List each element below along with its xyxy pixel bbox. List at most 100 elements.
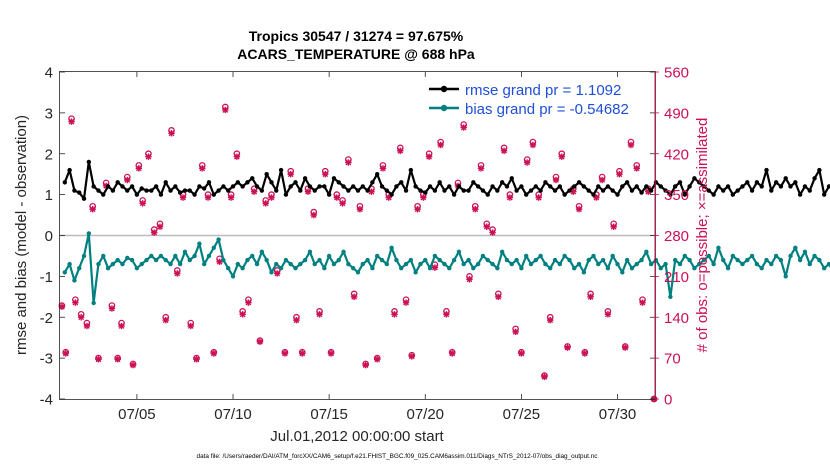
- rmse-point: [302, 176, 308, 181]
- obs-assimilated-stroke: [151, 229, 158, 236]
- rmse-point: [375, 171, 380, 177]
- bias-point: [173, 253, 178, 259]
- rmse-point: [423, 190, 428, 195]
- obs-assimilated-marker: [222, 106, 229, 114]
- bias-point: [408, 257, 414, 263]
- obs-assimilated-marker: [245, 299, 252, 306]
- bias-point: [812, 253, 817, 259]
- bias-point: [663, 261, 668, 267]
- rmse-point: [125, 188, 130, 193]
- bias-point: [423, 257, 428, 263]
- rmse-point: [562, 192, 567, 197]
- bias-point: [692, 266, 697, 271]
- rmse-point: [596, 184, 601, 189]
- obs-assimilated-marker: [472, 206, 479, 213]
- y-tick-label-right: 0: [664, 392, 672, 409]
- x-tick-label: 07/05: [118, 406, 156, 423]
- rmse-point: [77, 190, 82, 195]
- rmse-point: [639, 190, 644, 195]
- rmse-point: [552, 188, 558, 193]
- rmse-point: [466, 188, 471, 193]
- bias-point: [221, 257, 226, 263]
- rmse-point: [120, 184, 125, 189]
- legend-box: [424, 78, 650, 118]
- obs-assimilated-marker: [310, 211, 317, 219]
- rmse-point: [716, 184, 721, 189]
- y-tick-label-left: 3: [45, 105, 53, 122]
- rmse-point: [730, 192, 736, 197]
- y-tick-label-left: -3: [40, 351, 53, 368]
- bias-point: [543, 261, 548, 267]
- rmse-point: [245, 180, 250, 185]
- obs-assimilated-stroke: [109, 305, 115, 312]
- obs-assimilated-marker: [362, 361, 369, 369]
- bias-point: [605, 266, 611, 271]
- rmse-point: [101, 192, 106, 197]
- rmse-point: [586, 188, 591, 193]
- obs-assimilated-stroke: [576, 206, 582, 213]
- obs-assimilated-stroke: [89, 206, 96, 213]
- obs-assimilated-stroke: [426, 153, 433, 160]
- bias-point: [764, 257, 769, 263]
- bias-point: [711, 261, 716, 267]
- bias-point: [821, 266, 827, 271]
- rmse-point: [81, 196, 87, 201]
- bias-point: [250, 253, 255, 259]
- axes-layer: -4 -3 -2 -1 0 1 2 3 4 0 70 140 210 280 350 420 490 560 07/…: [40, 65, 689, 424]
- x-tick-label: 07/10: [214, 406, 252, 423]
- bias-point: [336, 257, 341, 263]
- rmse-point: [817, 167, 822, 173]
- bias-point: [461, 261, 466, 267]
- obs-assimilated-stroke: [570, 188, 577, 195]
- obs-assimilated-stroke: [162, 317, 169, 324]
- rmse-point: [687, 184, 692, 189]
- bias-point: [725, 266, 731, 271]
- obs-assimilated-stroke: [547, 317, 554, 324]
- obs-assimilated-stroke: [135, 165, 142, 172]
- rmse-point: [802, 184, 808, 189]
- obs-assimilated-marker: [124, 176, 131, 184]
- bias-point: [115, 257, 120, 263]
- bias-point: [384, 261, 390, 267]
- rmse-point: [740, 184, 745, 189]
- rmse-point: [173, 184, 178, 189]
- x-tick-label: 07/25: [503, 406, 541, 423]
- rmse-point: [158, 192, 164, 197]
- obs-assimilated-stroke: [124, 177, 131, 183]
- obs-assimilated-stroke: [268, 194, 275, 201]
- rmse-point: [312, 188, 317, 193]
- obs-assimilated-marker: [304, 188, 312, 195]
- obs-assimilated-marker: [210, 350, 217, 357]
- bias-point: [379, 257, 385, 263]
- bias-point: [331, 261, 337, 267]
- obs-assimilated-marker: [512, 328, 519, 336]
- obs-assimilated-stroke: [199, 165, 206, 172]
- obs-assimilated-marker: [587, 293, 594, 301]
- rmse-point: [480, 188, 486, 193]
- rmse-point: [389, 192, 394, 197]
- plot-area: [58, 103, 830, 403]
- obs-assimilated-marker: [408, 353, 416, 360]
- rmse-point: [557, 184, 563, 189]
- rmse-point: [548, 184, 553, 189]
- rmse-point: [259, 188, 265, 193]
- obs-assimilated-marker: [437, 141, 444, 149]
- obs-assimilated-marker: [356, 206, 364, 213]
- bias-point: [134, 266, 140, 271]
- obs-assimilated-stroke: [233, 153, 240, 160]
- y-tick-label-right: 70: [664, 351, 681, 368]
- y-tick-label-left: -4: [40, 392, 53, 409]
- bias-point: [235, 261, 241, 267]
- obs-assimilated-stroke: [408, 353, 415, 360]
- obs-assimilated-stroke: [95, 356, 102, 363]
- obs-assimilated-stroke: [157, 223, 163, 230]
- bias-point: [96, 261, 101, 267]
- bias-point: [706, 253, 712, 259]
- bias-point: [302, 257, 308, 263]
- rmse-point: [418, 188, 423, 193]
- bias-point: [658, 266, 663, 271]
- obs-assimilated-marker: [62, 350, 69, 357]
- obs-assimilated-marker: [535, 194, 542, 201]
- rmse-point: [86, 159, 92, 165]
- bias-point: [778, 257, 784, 263]
